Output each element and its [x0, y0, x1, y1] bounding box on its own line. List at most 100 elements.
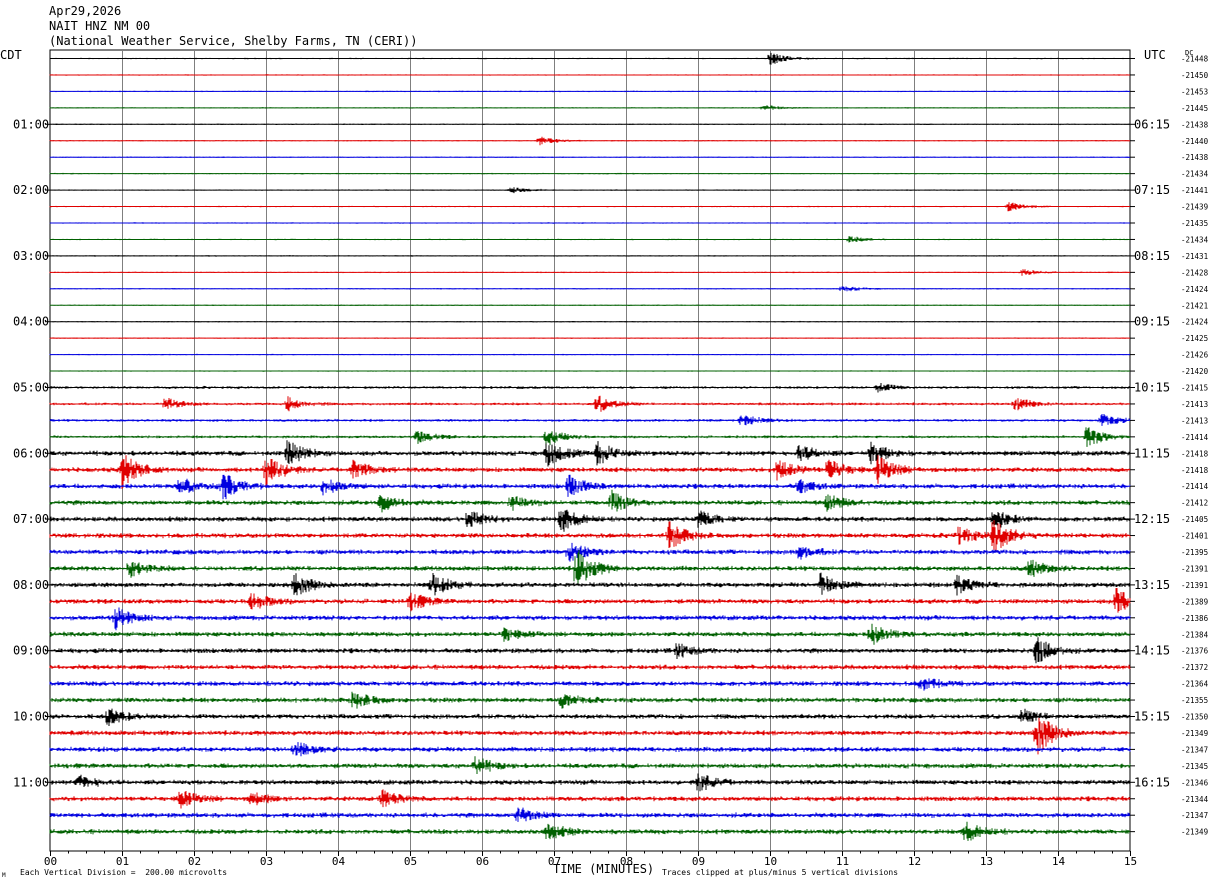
utc-time-label: 12:15	[1134, 512, 1170, 526]
dc-offset-label: -21428	[1181, 268, 1209, 277]
left-timezone-label: CDT	[0, 48, 22, 62]
x-tick-label: 10	[764, 855, 777, 868]
dc-offset-label: -21413	[1181, 400, 1208, 409]
dc-offset-label: -21425	[1181, 334, 1208, 343]
corner-mark: M	[2, 872, 6, 879]
dc-offset-label: -21414	[1181, 433, 1209, 442]
dc-offset-label: -21434	[1181, 170, 1209, 179]
dc-offset-label: -21405	[1181, 515, 1208, 524]
seismic-trace	[49, 572, 1131, 596]
x-tick-label: 04	[332, 855, 346, 868]
cdt-time-label: 04:00	[13, 315, 49, 329]
dc-offset-label: -21438	[1181, 153, 1209, 162]
dc-offset-label: -21386	[1181, 614, 1209, 623]
right-timezone-label: UTC	[1144, 48, 1166, 62]
utc-time-label: 08:15	[1134, 249, 1170, 263]
dc-offset-label: -21439	[1181, 203, 1208, 212]
dc-offset-label: -21431	[1181, 252, 1208, 261]
dc-offset-label: -21453	[1181, 87, 1208, 96]
utc-time-label: 16:15	[1134, 775, 1170, 789]
seismic-trace	[49, 474, 1131, 500]
dc-offset-label: -21346	[1181, 778, 1209, 787]
x-tick-label: 14	[1052, 855, 1066, 868]
dc-offset-label: -21389	[1181, 597, 1208, 606]
date-label: Apr29,2026	[49, 4, 122, 18]
dc-offset-label: -21391	[1181, 564, 1208, 573]
cdt-time-label: 05:00	[13, 381, 49, 395]
x-tick-label: 01	[116, 855, 129, 868]
dc-offset-label: -21434	[1181, 235, 1209, 244]
seismic-trace	[49, 708, 1131, 726]
x-axis-title: TIME (MINUTES)	[553, 862, 655, 876]
dc-offset-label: -21448	[1181, 55, 1209, 64]
utc-time-label: 11:15	[1134, 446, 1170, 460]
seismic-trace	[49, 756, 1131, 774]
seismic-trace	[49, 509, 1131, 532]
dc-offset-label: -21345	[1181, 762, 1208, 771]
dc-offset-label: -21415	[1181, 384, 1208, 393]
cdt-time-label: 07:00	[13, 512, 49, 526]
dc-offset-label: -21420	[1181, 367, 1209, 376]
dc-offset-label: -21344	[1181, 795, 1209, 804]
cdt-time-label: 03:00	[13, 249, 49, 263]
dc-offset-label: -21364	[1181, 680, 1209, 689]
cdt-time-label: 11:00	[13, 775, 49, 789]
seismic-trace	[49, 489, 1131, 513]
dc-offset-label: -21413	[1181, 416, 1208, 425]
traces-group	[49, 52, 1131, 841]
dc-offset-label: -21438	[1181, 120, 1209, 129]
cdt-time-label: 08:00	[13, 578, 49, 592]
utc-time-label: 06:15	[1134, 117, 1170, 131]
x-tick-label: 09	[692, 855, 705, 868]
x-tick-label: 13	[980, 855, 993, 868]
seismic-trace	[49, 455, 1131, 489]
dc-label: DC	[1185, 49, 1194, 57]
seismic-trace	[49, 607, 1131, 631]
dc-offset-label: -21424	[1181, 285, 1209, 294]
cdt-time-label: 09:00	[13, 644, 49, 658]
dc-offset-label: -21355	[1181, 696, 1208, 705]
x-tick-label: 05	[404, 855, 417, 868]
station-label: NAIT HNZ NM 00	[49, 19, 151, 33]
dc-offset-label: -21426	[1181, 351, 1209, 360]
dc-offset-label: -21347	[1181, 811, 1208, 820]
dc-offset-label: -21440	[1181, 137, 1209, 146]
plot-frame	[49, 49, 1131, 852]
utc-time-label: 10:15	[1134, 381, 1170, 395]
chart-header: Apr29,2026 NAIT HNZ NM 00 (National Weat…	[49, 4, 417, 49]
scale-note: Each Vertical Division = 200.00 microvol…	[20, 868, 228, 877]
dc-offset-label: -21424	[1181, 318, 1209, 327]
dc-offset-label: -21391	[1181, 581, 1208, 590]
dc-offset-label: -21418	[1181, 466, 1209, 475]
seismic-trace	[49, 678, 1131, 691]
x-tick-label: 03	[260, 855, 273, 868]
dc-offset-label: -21376	[1181, 647, 1209, 656]
dc-offset-label: -21441	[1181, 186, 1208, 195]
x-tick-label: 02	[188, 855, 201, 868]
clip-note: Traces clipped at plus/minus 5 vertical …	[662, 868, 899, 877]
x-tick-label: 07	[548, 855, 561, 868]
dc-offset-label: -21349	[1181, 828, 1208, 837]
dc-offset-label: -21412	[1181, 499, 1208, 508]
dc-offset-label: -21421	[1181, 301, 1208, 310]
x-tick-label: 06	[476, 855, 489, 868]
dc-offset-label: -21435	[1181, 219, 1208, 228]
utc-time-label: 13:15	[1134, 578, 1170, 592]
dc-offset-label: -21349	[1181, 729, 1208, 738]
dc-offset-label: -21384	[1181, 630, 1209, 639]
x-tick-label: 00	[44, 855, 57, 868]
dc-offset-label: -21395	[1181, 548, 1208, 557]
dc-offset-label: -21401	[1181, 532, 1208, 541]
cdt-time-label: 10:00	[13, 710, 49, 724]
dc-offset-label: -21414	[1181, 482, 1209, 491]
dc-offset-label: -21372	[1181, 663, 1208, 672]
dc-offset-label: -21450	[1181, 71, 1209, 80]
cdt-time-label: 02:00	[13, 183, 49, 197]
cdt-time-label: 06:00	[13, 446, 49, 460]
utc-time-label: 14:15	[1134, 644, 1170, 658]
x-tick-label: 12	[908, 855, 921, 868]
utc-time-label: 07:15	[1134, 183, 1170, 197]
network-label: (National Weather Service, Shelby Farms,…	[49, 34, 418, 48]
dc-offset-label: -21445	[1181, 104, 1208, 113]
